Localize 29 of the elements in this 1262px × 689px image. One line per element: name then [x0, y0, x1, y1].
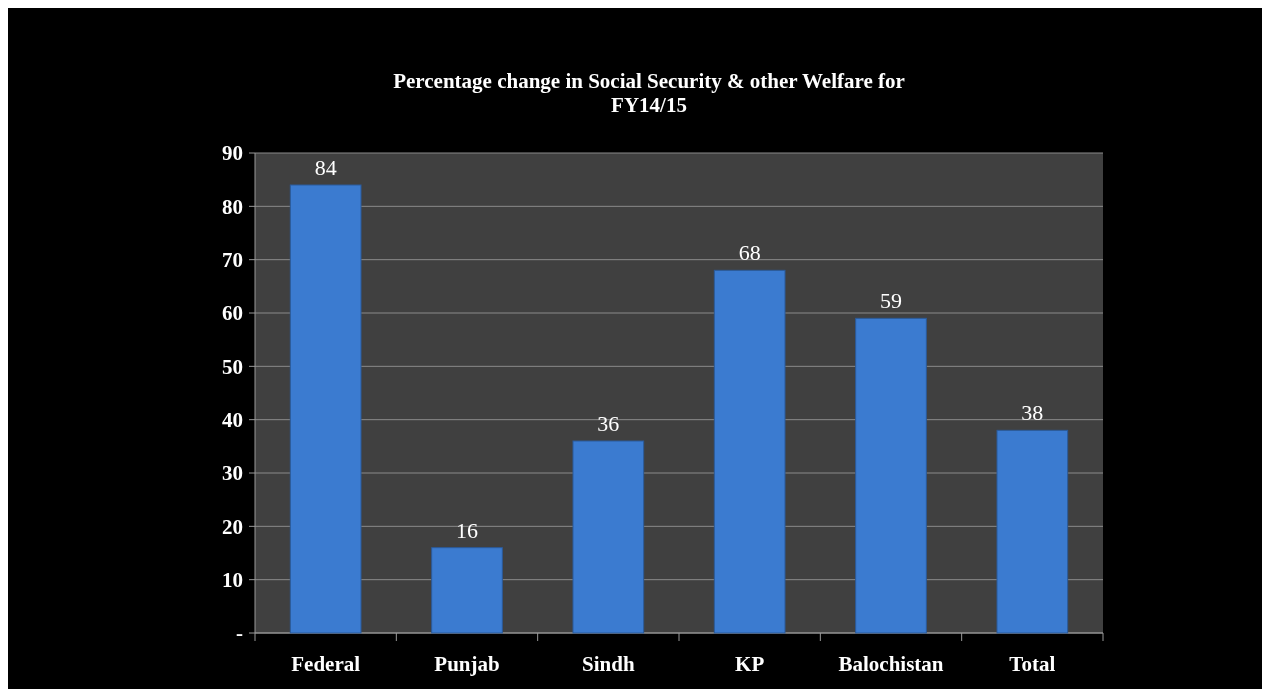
y-tick-label: - [236, 621, 243, 646]
data-label: 59 [880, 288, 902, 314]
y-tick-label: 10 [222, 568, 243, 593]
y-tick-label: 70 [222, 248, 243, 273]
bar [289, 184, 362, 634]
data-label: 84 [314, 155, 337, 180]
bar [431, 547, 503, 634]
data-label: 68 [738, 240, 761, 266]
y-tick-label: 20 [222, 514, 243, 539]
x-tick-label: Balochistan [838, 652, 944, 676]
y-tick-label: 80 [222, 194, 243, 219]
y-tick-label: 30 [222, 461, 243, 486]
bar [996, 429, 1069, 634]
y-tick-label: 60 [222, 301, 243, 326]
bar [572, 440, 645, 634]
data-label: 38 [1021, 400, 1044, 426]
x-tick-label: Sindh [582, 652, 635, 676]
y-tick-label: 40 [222, 408, 243, 433]
data-label: 16 [456, 517, 478, 543]
x-tick-label: Federal [291, 652, 361, 676]
data-label: 36 [597, 411, 620, 436]
chart-title: Percentage change in Social Security & other Welfare for FY14/15 [393, 69, 905, 117]
y-tick-label: 50 [222, 354, 243, 379]
bar [855, 317, 927, 634]
bar [713, 269, 786, 634]
x-tick-label: Total [1009, 652, 1056, 676]
x-tick-label: Punjab [434, 652, 500, 676]
x-tick-label: KP [735, 652, 765, 676]
y-tick-label: 90 [222, 141, 243, 166]
